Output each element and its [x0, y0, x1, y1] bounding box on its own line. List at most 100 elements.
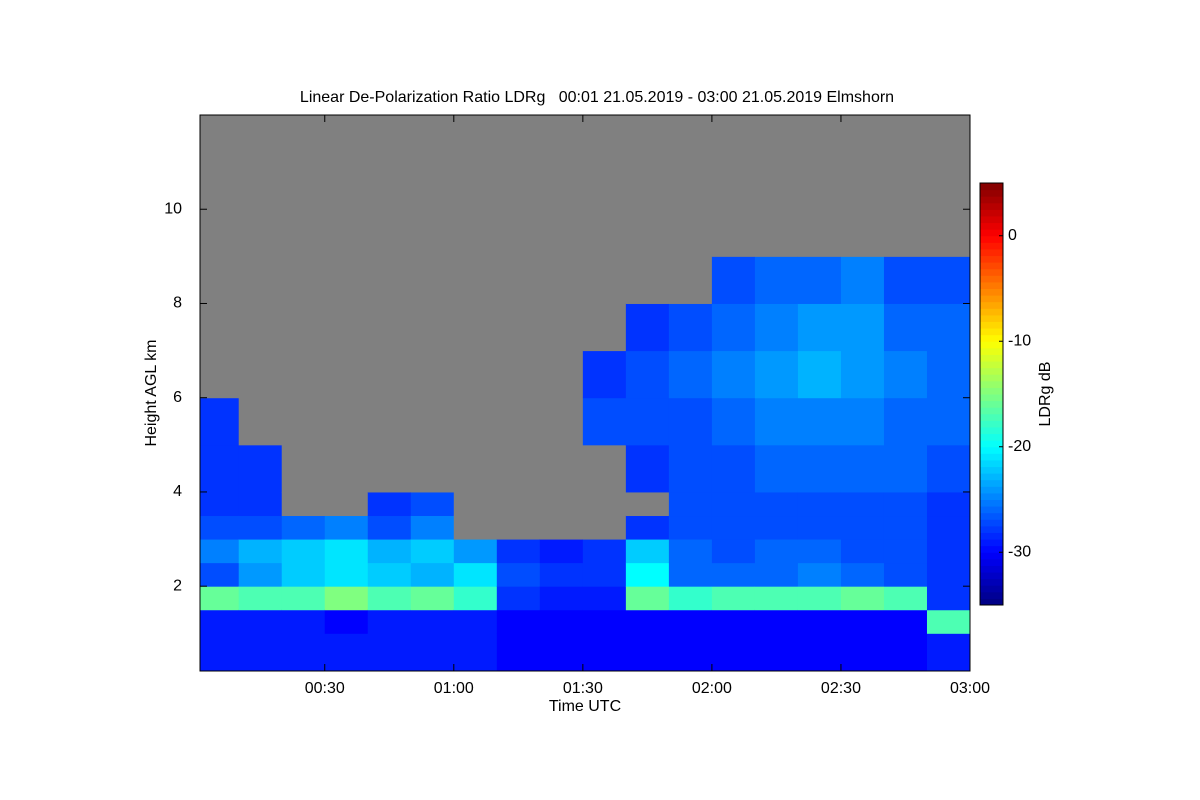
heatmap-cell — [582, 562, 627, 587]
colorbar-segment — [980, 539, 1003, 547]
heatmap-cell — [883, 586, 928, 611]
heatmap-cell — [238, 256, 283, 304]
heatmap-cell — [281, 515, 326, 540]
heatmap-cell — [281, 350, 326, 399]
heatmap-cell — [711, 586, 756, 611]
heatmap-cell — [238, 397, 283, 446]
heatmap-cell — [797, 609, 842, 634]
chart-title: Linear De-Polarization Ratio LDRg 00:01 … — [300, 89, 894, 106]
heatmap-cell — [625, 633, 670, 672]
heatmap-cell — [200, 609, 240, 634]
heatmap-cell — [496, 539, 541, 564]
heatmap-cell — [453, 397, 498, 446]
colorbar-segment — [980, 492, 1003, 500]
heatmap-cell — [711, 256, 756, 304]
colorbar-frame — [979, 182, 1004, 606]
heatmap-cell — [754, 491, 799, 517]
colorbar-segment — [980, 545, 1003, 553]
heatmap-cell — [200, 397, 240, 446]
y-axis-label: Height AGL km — [143, 339, 160, 446]
colorbar-segment — [980, 209, 1003, 217]
y-tick-label: 2 — [173, 577, 182, 594]
heatmap-cell — [238, 586, 283, 611]
heatmap-cell — [797, 256, 842, 304]
heatmap-cell — [797, 397, 842, 446]
colorbar-segment — [980, 268, 1003, 276]
heatmap-cell — [582, 115, 627, 257]
colorbar-segment — [980, 446, 1003, 454]
heatmap-cell — [367, 586, 412, 611]
heatmap-cell — [582, 515, 627, 540]
x-tick-label: 00:30 — [305, 680, 345, 697]
heatmap-cell — [883, 256, 928, 304]
heatmap-cell — [668, 256, 713, 304]
heatmap-cell — [582, 539, 627, 564]
heatmap-cell — [367, 515, 412, 540]
heatmap-cell — [539, 397, 584, 446]
heatmap-cell — [711, 562, 756, 587]
heatmap-cell — [797, 515, 842, 540]
heatmap-cell — [840, 515, 885, 540]
colorbar — [980, 183, 1003, 606]
colorbar-segment — [980, 235, 1003, 243]
heatmap-cell — [410, 303, 455, 352]
colorbar-segment — [980, 367, 1003, 375]
colorbar-segment — [980, 532, 1003, 540]
heatmap-cell — [625, 562, 670, 587]
y-tick-label: 10 — [164, 200, 182, 217]
heatmap-cell — [625, 539, 670, 564]
x-tick-label: 02:30 — [821, 680, 861, 697]
colorbar-segment — [980, 347, 1003, 355]
heatmap-cell — [926, 256, 971, 304]
heatmap-cell — [711, 397, 756, 446]
heatmap-cell — [926, 491, 971, 517]
heatmap-cell — [281, 303, 326, 352]
heatmap-cell — [883, 303, 928, 352]
heatmap-cell — [367, 444, 412, 493]
heatmap-cell — [453, 444, 498, 493]
heatmap-cell — [883, 633, 928, 672]
heatmap-cell — [926, 633, 971, 672]
heatmap-cell — [840, 586, 885, 611]
heatmap-cell — [668, 633, 713, 672]
heatmap-cell — [797, 539, 842, 564]
heatmap-cell — [754, 515, 799, 540]
heatmap-cell — [711, 609, 756, 634]
colorbar-segment — [980, 591, 1003, 599]
heatmap-cell — [367, 397, 412, 446]
heatmap-cell — [324, 609, 369, 634]
colorbar-segment — [980, 433, 1003, 441]
heatmap-cell — [200, 515, 240, 540]
heatmap-cell — [496, 303, 541, 352]
colorbar-segment — [980, 314, 1003, 322]
heatmap-cell — [281, 115, 326, 257]
heatmap-cell — [797, 115, 842, 257]
heatmap-cell — [754, 303, 799, 352]
heatmap-cell — [200, 562, 240, 587]
plot-frame — [199, 114, 971, 672]
heatmap-cell — [367, 539, 412, 564]
colorbar-segment — [980, 506, 1003, 514]
heatmap-cell — [496, 586, 541, 611]
colorbar-segment — [980, 486, 1003, 494]
heatmap-cell — [625, 444, 670, 493]
colorbar-label: LDRg dB — [1037, 362, 1054, 427]
heatmap — [200, 115, 971, 672]
colorbar-segment — [980, 321, 1003, 329]
heatmap-cell — [238, 444, 283, 493]
colorbar-segment — [980, 558, 1003, 566]
colorbar-segment — [980, 196, 1003, 204]
colorbar-segment — [980, 525, 1003, 533]
heatmap-cell — [668, 444, 713, 493]
heatmap-cell — [797, 350, 842, 399]
heatmap-cell — [668, 350, 713, 399]
heatmap-cell — [200, 633, 240, 672]
heatmap-cell — [410, 562, 455, 587]
colorbar-segment — [980, 334, 1003, 342]
heatmap-cell — [883, 491, 928, 517]
heatmap-cell — [200, 491, 240, 517]
heatmap-cell — [200, 303, 240, 352]
heatmap-cell — [200, 256, 240, 304]
heatmap-cell — [281, 397, 326, 446]
